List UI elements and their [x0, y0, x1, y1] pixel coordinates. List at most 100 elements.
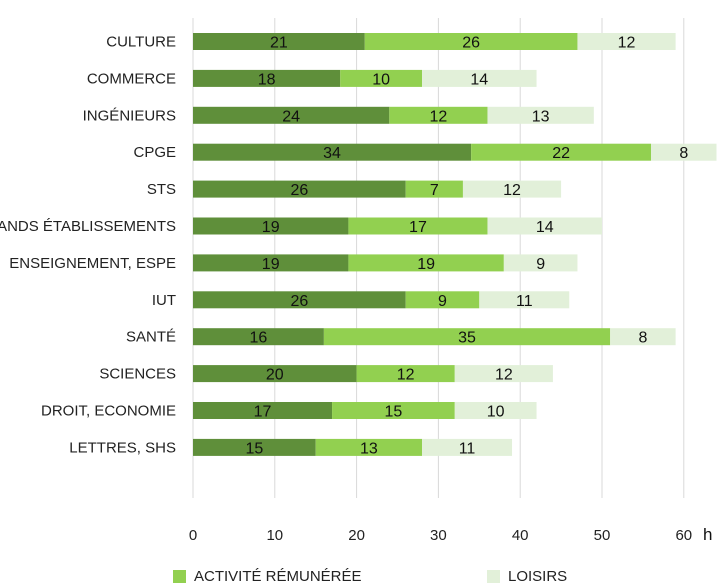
- data-label: 18: [258, 71, 276, 88]
- data-label: 12: [503, 182, 521, 199]
- category-label: SCIENCES: [99, 366, 176, 383]
- legend-swatch: [173, 570, 186, 583]
- data-label: 8: [679, 145, 688, 162]
- bar-segment-series-2: [364, 33, 578, 50]
- data-label: 9: [536, 256, 545, 273]
- bar-segment-series-2: [348, 217, 488, 235]
- legend: ACTIVITÉ RÉMUNÉRÉE LOISIRS: [0, 568, 717, 588]
- bar-segment-series-1: [193, 438, 316, 456]
- data-label: 17: [254, 404, 272, 421]
- bar-segment-series-2: [356, 365, 455, 383]
- data-label: 15: [385, 404, 403, 421]
- x-tick-label: 10: [266, 527, 283, 544]
- data-label: 14: [536, 219, 554, 236]
- data-label: 12: [495, 367, 513, 384]
- bar-segment-series-3: [454, 402, 537, 419]
- data-label: 24: [282, 108, 300, 125]
- x-tick-label: 30: [430, 527, 447, 544]
- bar-segment-series-1: [193, 402, 333, 419]
- legend-swatch: [487, 570, 500, 583]
- category-label: CPGE: [133, 144, 176, 161]
- data-label: 19: [262, 219, 280, 236]
- bar-segment-series-3: [503, 254, 578, 272]
- x-tick-label: 40: [512, 527, 529, 544]
- data-label: 17: [409, 219, 427, 236]
- bar-segment-series-1: [193, 180, 406, 198]
- legend-item-series-3: LOISIRS: [487, 568, 567, 585]
- bar-segment-series-2: [315, 438, 423, 456]
- bar-segment-series-2: [405, 180, 463, 198]
- bar-segment-series-3: [651, 143, 717, 161]
- x-tick-label: 0: [189, 527, 197, 544]
- x-tick-label: 20: [348, 527, 365, 544]
- x-tick-label: 50: [594, 527, 611, 544]
- data-label: 11: [459, 440, 476, 457]
- data-label: 14: [470, 71, 488, 88]
- data-label: 22: [552, 145, 570, 162]
- bar-segment-series-3: [422, 438, 513, 456]
- bars: 21 26 12 18 10 14 24 12 13 34 22 8 26 7 12 19 17 14 19 19 9 2…: [193, 33, 717, 457]
- data-label: 10: [487, 404, 505, 421]
- category-labels: CULTURE COMMERCE INGÉNIEURS CPGE STS GRANDS É…: [0, 34, 176, 457]
- x-axis-ticks: 0 10 20 30 40 50 60: [189, 527, 692, 544]
- data-label: 26: [290, 182, 308, 199]
- bar-segment-series-1: [193, 328, 324, 346]
- data-label: 26: [290, 293, 308, 310]
- data-label: 19: [262, 256, 280, 273]
- bar-segment-series-1: [193, 291, 406, 309]
- bar-segment-series-2: [389, 106, 488, 124]
- bar-segment-series-2: [332, 402, 455, 419]
- data-label: 13: [532, 108, 550, 125]
- data-label: 20: [266, 367, 284, 384]
- data-label: 9: [438, 293, 447, 310]
- bar-segment-series-3: [487, 106, 594, 124]
- bar-segment-series-1: [193, 365, 357, 383]
- x-tick-label: 60: [675, 527, 692, 544]
- bar-segment-series-3: [422, 69, 537, 87]
- bar-segment-series-2: [405, 291, 480, 309]
- data-label: 34: [323, 145, 341, 162]
- legend-label: LOISIRS: [508, 568, 568, 585]
- category-label: COMMERCE: [87, 70, 176, 87]
- data-label: 35: [458, 330, 476, 347]
- category-label: CULTURE: [106, 34, 176, 51]
- data-label: 12: [430, 108, 448, 125]
- bar-segment-series-3: [610, 328, 676, 346]
- category-label: INGÉNIEURS: [83, 107, 176, 124]
- category-label: LETTRES, SHS: [69, 439, 176, 456]
- bar-segment-series-2: [323, 328, 611, 346]
- data-label: 7: [430, 182, 439, 199]
- bar-segment-series-1: [193, 106, 390, 124]
- bar-segment-series-1: [193, 217, 349, 235]
- category-label: SANTÉ: [126, 329, 176, 346]
- bar-segment-series-1: [193, 69, 341, 87]
- data-label: 12: [397, 367, 415, 384]
- data-label: 11: [516, 293, 533, 310]
- data-label: 13: [360, 440, 378, 457]
- bar-segment-series-2: [340, 69, 423, 87]
- category-label: ENSEIGNEMENT, ESPE: [9, 255, 176, 272]
- category-label: DROIT, ECONOMIE: [41, 403, 176, 420]
- data-label: 21: [270, 35, 288, 52]
- data-label: 15: [245, 440, 263, 457]
- data-label: 10: [372, 71, 390, 88]
- bar-segment-series-1: [193, 143, 472, 161]
- category-label: GRANDS ÉTABLISSEMENTS: [0, 218, 176, 235]
- bar-segment-series-3: [462, 180, 562, 198]
- bar-segment-series-2: [348, 254, 504, 272]
- bar-segment-series-3: [577, 33, 676, 50]
- bar-segment-series-3: [479, 291, 570, 309]
- legend-label: ACTIVITÉ RÉMUNÉRÉE: [194, 568, 362, 585]
- category-label: STS: [147, 181, 176, 198]
- bar-segment-series-3: [487, 217, 602, 235]
- data-label: 12: [618, 35, 636, 52]
- stacked-bar-chart: 21 26 12 18 10 14 24 12 13 34 22 8 26 7 12 19 17 14 19 19 9 2…: [0, 18, 717, 544]
- category-label: IUT: [152, 292, 176, 309]
- bar-segment-series-2: [471, 143, 652, 161]
- data-label: 16: [250, 330, 268, 347]
- x-axis-unit: h: [703, 525, 712, 544]
- bar-segment-series-3: [454, 365, 553, 383]
- bar-segment-series-1: [193, 33, 365, 50]
- legend-item-series-2: ACTIVITÉ RÉMUNÉRÉE: [173, 568, 362, 585]
- data-label: 19: [417, 256, 435, 273]
